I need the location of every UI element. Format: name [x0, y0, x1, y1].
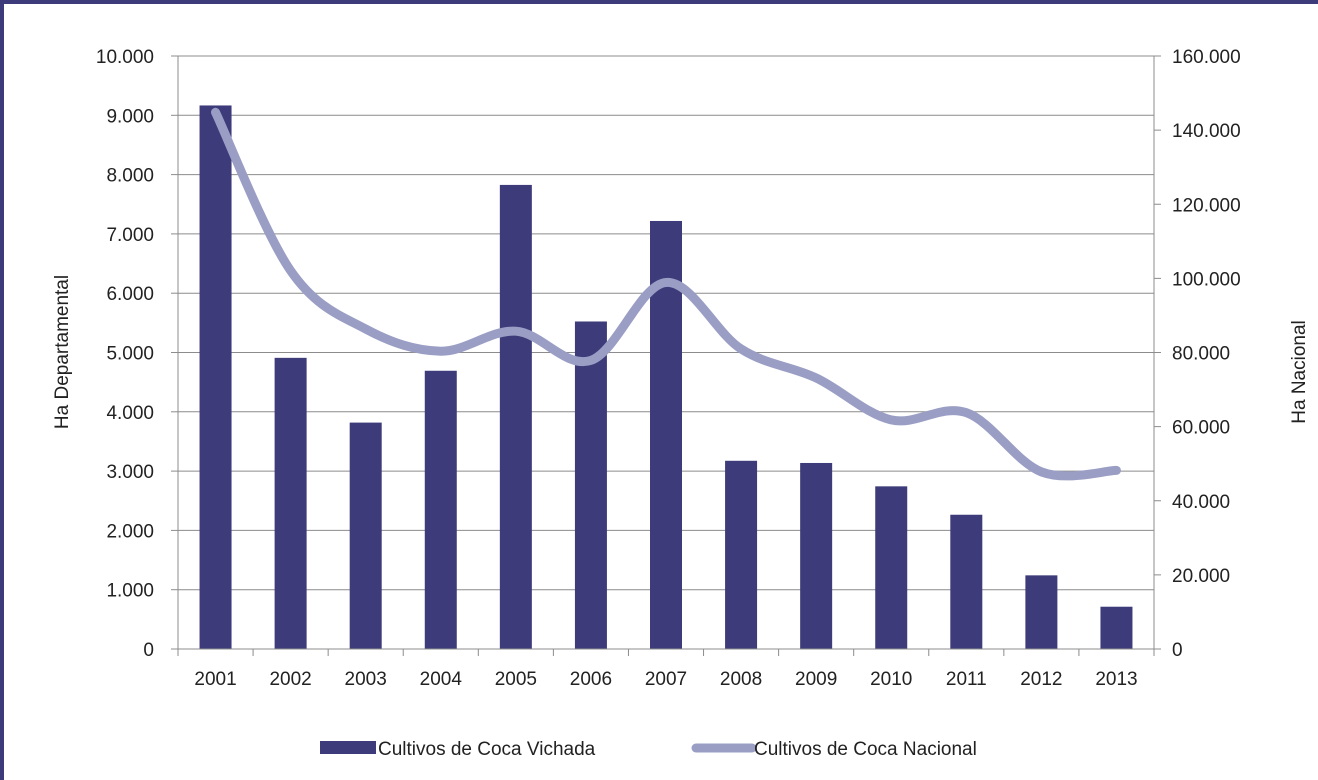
bar-2012 [1025, 575, 1058, 649]
bar-2009 [800, 462, 833, 649]
x-tick-label: 2009 [795, 669, 837, 690]
right-tick-label: 120.000 [1172, 195, 1241, 216]
left-tick-label: 8.000 [106, 166, 154, 187]
bar-2002 [274, 357, 307, 649]
left-tick-label: 6.000 [106, 284, 154, 305]
bar-2010 [875, 486, 908, 649]
x-tick-label: 2001 [194, 669, 236, 690]
bar-2013 [1100, 606, 1133, 649]
x-tick-label: 2010 [870, 669, 912, 690]
right-tick-label: 140.000 [1172, 121, 1241, 142]
legend-swatch-vichada [320, 741, 376, 754]
x-axis-ticks: 2001 2002 2003 2004 2005 2006 2007 2008 2009 2010… [177, 649, 1155, 690]
left-tick-label: 9.000 [106, 106, 154, 127]
x-tick-label: 2008 [720, 669, 762, 690]
bar-2001 [199, 105, 232, 650]
right-axis-ticks: 0 20.000 40.000 60.000 80.000 100.000 120.000 1… [1154, 47, 1241, 661]
right-tick-label: 80.000 [1172, 344, 1230, 365]
x-tick-label: 2002 [269, 669, 311, 690]
left-tick-label: 4.000 [106, 403, 154, 424]
x-tick-label: 2003 [345, 669, 387, 690]
right-tick-label: 0 [1172, 640, 1183, 661]
left-tick-label: 3.000 [106, 462, 154, 483]
right-tick-label: 20.000 [1172, 566, 1230, 587]
left-axis-title: Ha Departamental [52, 275, 73, 429]
legend-label-nacional: Cultivos de Coca Nacional [754, 739, 977, 760]
left-tick-label: 5.000 [106, 344, 154, 365]
bar-series [199, 105, 1133, 650]
x-tick-label: 2007 [645, 669, 687, 690]
left-tick-label: 7.000 [106, 225, 154, 246]
right-axis-title: Ha Nacional [1289, 320, 1310, 424]
legend-label-vichada: Cultivos de Coca Vichada [378, 739, 596, 760]
bar-2004 [424, 370, 457, 649]
x-tick-label: 2013 [1095, 669, 1137, 690]
legend: Cultivos de Coca Vichada Cultivos de Coc… [320, 739, 977, 760]
left-axis-ticks: 0 1.000 2.000 3.000 4.000 5.000 6.000 7.000 8.00… [96, 47, 178, 661]
x-tick-label: 2012 [1020, 669, 1062, 690]
x-tick-label: 2005 [495, 669, 537, 690]
left-tick-label: 1.000 [106, 581, 154, 602]
line-series-nacional [211, 107, 1121, 481]
bar-2006 [574, 321, 607, 649]
right-tick-label: 100.000 [1172, 269, 1241, 290]
bar-2008 [725, 460, 758, 649]
x-tick-label: 2006 [570, 669, 612, 690]
right-tick-label: 40.000 [1172, 492, 1230, 513]
x-tick-label: 2004 [420, 669, 463, 690]
left-tick-label: 2.000 [106, 521, 154, 542]
bar-2003 [349, 422, 382, 649]
bar-2005 [499, 184, 532, 649]
left-tick-label: 10.000 [96, 47, 154, 68]
right-tick-label: 160.000 [1172, 47, 1241, 68]
right-tick-label: 60.000 [1172, 418, 1230, 439]
left-tick-label: 0 [143, 640, 154, 661]
bar-2011 [950, 514, 983, 649]
x-tick-label: 2011 [946, 669, 987, 690]
